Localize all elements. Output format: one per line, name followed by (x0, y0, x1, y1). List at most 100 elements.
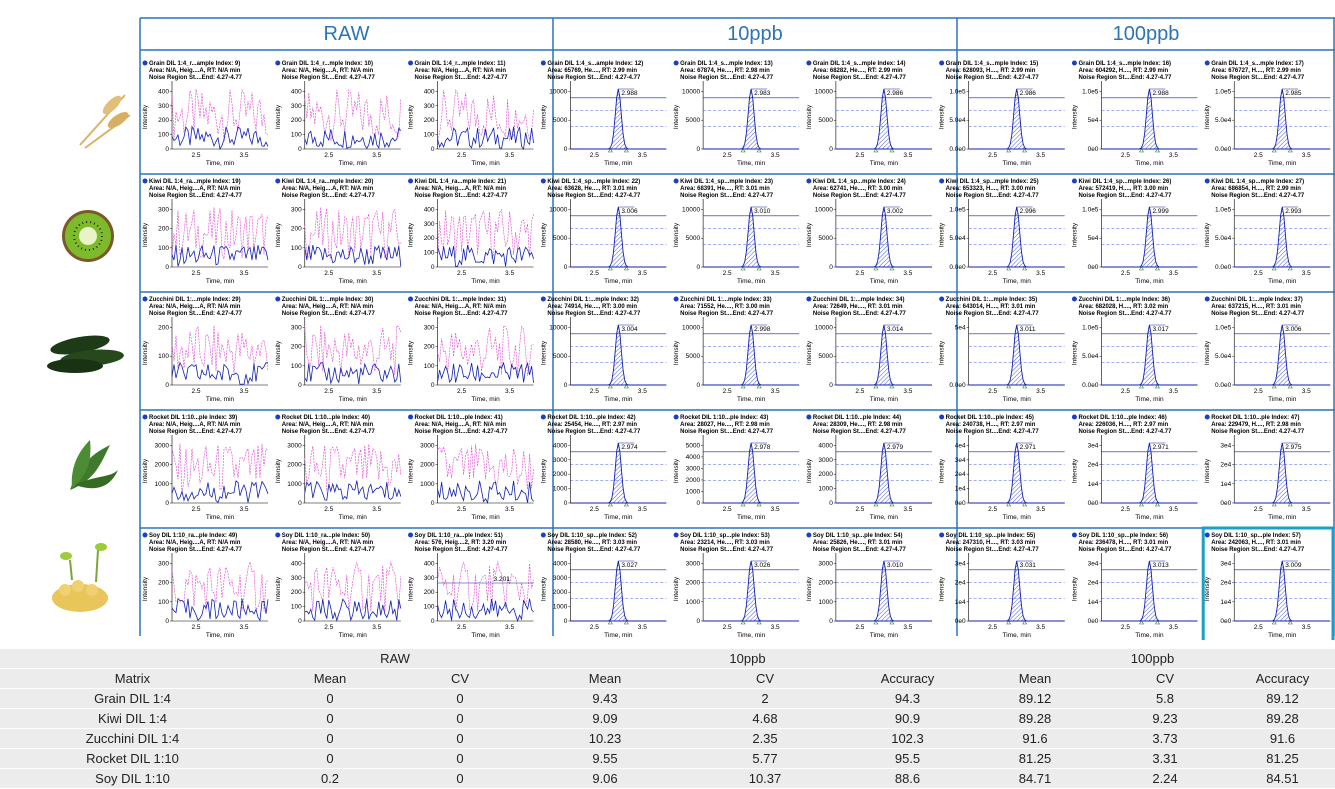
chromatogram-panel: Zucchini DIL 1:...mple Index: 37)Zucchin… (1204, 296, 1331, 403)
chromatogram-panel: Kiwi DIL 1:4_ra...mple Index: 20)Kiwi DI… (275, 178, 402, 285)
peak-label: 3.014 (887, 326, 904, 333)
x-tick-label: 3.5 (771, 624, 780, 631)
blank-cell (0, 649, 265, 669)
panel-header-line: Area: N/A, Heig....A, RT: N/A min (415, 186, 507, 192)
x-axis-label: Time, min (1268, 278, 1297, 285)
panel-header-line: Grain DIL 1:4_r...ample Index: 9) (149, 61, 240, 67)
x-axis-label: Time, min (870, 278, 899, 285)
x-tick-label: 2.5 (723, 388, 732, 395)
chromatogram-panel: Kiwi DIL 1:4_sp...mple Index: 24)Kiwi DI… (806, 178, 932, 285)
trace (437, 480, 534, 505)
y-tick-label: 0 (564, 500, 568, 507)
table-row: Rocket DIL 1:10 0 0 9.55 5.77 95.5 81.25 3.31 81… (0, 748, 1335, 769)
chromatogram-panel: Soy DIL 1:10_sp...ple Index: 53)Soy DIL … (673, 532, 800, 639)
y-axis-label: Intensity (142, 104, 149, 129)
arrow-icon (873, 384, 879, 389)
panel-header-line: Zucchini DIL 1:...mple Index: 30) (282, 297, 374, 303)
panel-dot (673, 296, 679, 302)
y-axis-label: Intensity (408, 104, 415, 129)
trace (304, 444, 402, 491)
panel-header-line: Area: N/A, Heig....A, RT: N/A min (149, 540, 241, 546)
panel-header-line: Zucchini DIL 1:...mple Index: 32) (547, 297, 639, 303)
y-axis-label: Intensity (1204, 222, 1211, 247)
table-cell: 0 (265, 748, 395, 769)
group-header: RAW (324, 23, 370, 45)
x-tick-label: 3.5 (1302, 506, 1311, 513)
panel-dot (408, 296, 414, 302)
y-tick-label: 3e4 (1088, 442, 1099, 449)
arrow-icon (1138, 148, 1145, 153)
panel-header-line: Zucchini DIL 1:...mple Index: 29) (149, 297, 241, 303)
arrow-icon (756, 502, 762, 507)
panel-dot (1204, 178, 1210, 184)
x-axis-label: Time, min (471, 160, 500, 167)
panel-header-line: Rocket DIL 1:10...ple Index: 46) (1078, 415, 1166, 421)
panel-header-line: Noise Region St....End: 4.27-4.77 (282, 75, 376, 81)
y-tick-label: 3000 (553, 575, 568, 582)
y-tick-label: 300 (424, 103, 435, 110)
panel-header-line: Noise Region St....End: 4.27-4.77 (415, 311, 509, 317)
x-tick-label: 3.5 (372, 624, 381, 631)
y-tick-label: 0 (165, 382, 169, 389)
table-row: Grain DIL 1:4 0 0 9.43 2 94.3 89.12 5.8 89.12 (0, 688, 1335, 709)
x-axis-label: Time, min (1003, 160, 1032, 167)
y-tick-label: 2000 (818, 580, 833, 587)
panel-header-line: Noise Region St....End: 4.27-4.77 (1211, 429, 1305, 435)
x-axis-label: Time, min (471, 632, 500, 639)
arrow-icon (740, 502, 746, 507)
table-cell: 3.31 (1100, 748, 1230, 769)
trace (171, 361, 269, 385)
y-axis-label: Intensity (1071, 458, 1078, 483)
arrow-icon (756, 266, 762, 271)
panel-header-line: Grain DIL 1:4_r...mple Index: 10) (282, 61, 373, 67)
group-header-cell: 10ppb (525, 649, 970, 669)
panel-header-line: Noise Region St....End: 4.27-4.77 (813, 429, 907, 435)
trace (171, 443, 269, 494)
panel-header-line: Area: N/A, Heig....A, RT: N/A min (282, 68, 374, 74)
panel-header-line: Noise Region St....End: 4.27-4.77 (149, 75, 243, 81)
y-tick-label: 2e4 (1220, 462, 1231, 469)
y-tick-label: 5000 (686, 353, 701, 360)
x-tick-label: 2.5 (723, 624, 732, 631)
x-tick-label: 2.5 (988, 506, 997, 513)
y-axis-label: Intensity (806, 104, 813, 129)
arrow-icon (1271, 502, 1277, 507)
panel-header-line: Rocket DIL 1:10...ple Index: 41) (415, 415, 503, 421)
arrow-icon (1138, 266, 1145, 271)
y-tick-label: 4000 (553, 560, 568, 567)
y-tick-label: 0e0 (1088, 146, 1099, 153)
y-axis-label: Intensity (408, 576, 415, 601)
y-axis-label: Intensity (1204, 104, 1211, 129)
arrow-icon (1022, 502, 1028, 507)
y-tick-label: 0.0e0 (1215, 382, 1232, 389)
x-tick-label: 2.5 (1121, 270, 1130, 277)
arrow-icon (756, 620, 762, 625)
panel-header-line: Noise Region St....End: 4.27-4.77 (813, 193, 907, 199)
y-axis-label: Intensity (673, 104, 680, 129)
y-tick-label: 1000 (686, 488, 701, 495)
panel-dot (939, 60, 945, 66)
y-tick-label: 0.0e0 (1215, 264, 1232, 271)
panel-header-line: Area: 247310, H...., RT: 3.03 min (946, 540, 1036, 546)
arrow-icon (1271, 148, 1277, 153)
panel-header-line: Area: 628093, H...., RT: 2.99 min (946, 68, 1036, 74)
arrow-icon (1271, 384, 1277, 389)
x-tick-label: 3.5 (771, 152, 780, 159)
chromatogram-panel: Kiwi DIL 1:4_ra...mple Index: 21)Kiwi DI… (408, 178, 534, 285)
y-tick-label: 300 (158, 206, 169, 213)
panel-header-line: Area: 62741, He...., RT: 3.00 min (813, 186, 903, 192)
chromatogram-panel: Zucchini DIL 1:...mple Index: 34)Zucchin… (806, 296, 932, 403)
panel-header-line: Soy DIL 1:10_sp...ple Index: 54) (813, 533, 903, 539)
chromatogram-panel: Kiwi DIL 1:4_sp...mple Index: 25)Kiwi DI… (939, 178, 1065, 285)
x-tick-label: 2.5 (590, 152, 599, 159)
table-cell: 2.35 (685, 728, 845, 749)
arrow-icon (1022, 620, 1028, 625)
trace (304, 362, 402, 385)
table-cell: 0 (265, 688, 395, 709)
y-tick-label: 200 (158, 324, 169, 331)
peak-area (703, 560, 800, 622)
trace (437, 598, 534, 623)
x-tick-label: 3.5 (1169, 506, 1178, 513)
y-tick-label: 2000 (155, 462, 170, 469)
table-cell: Grain DIL 1:4 (0, 688, 265, 709)
